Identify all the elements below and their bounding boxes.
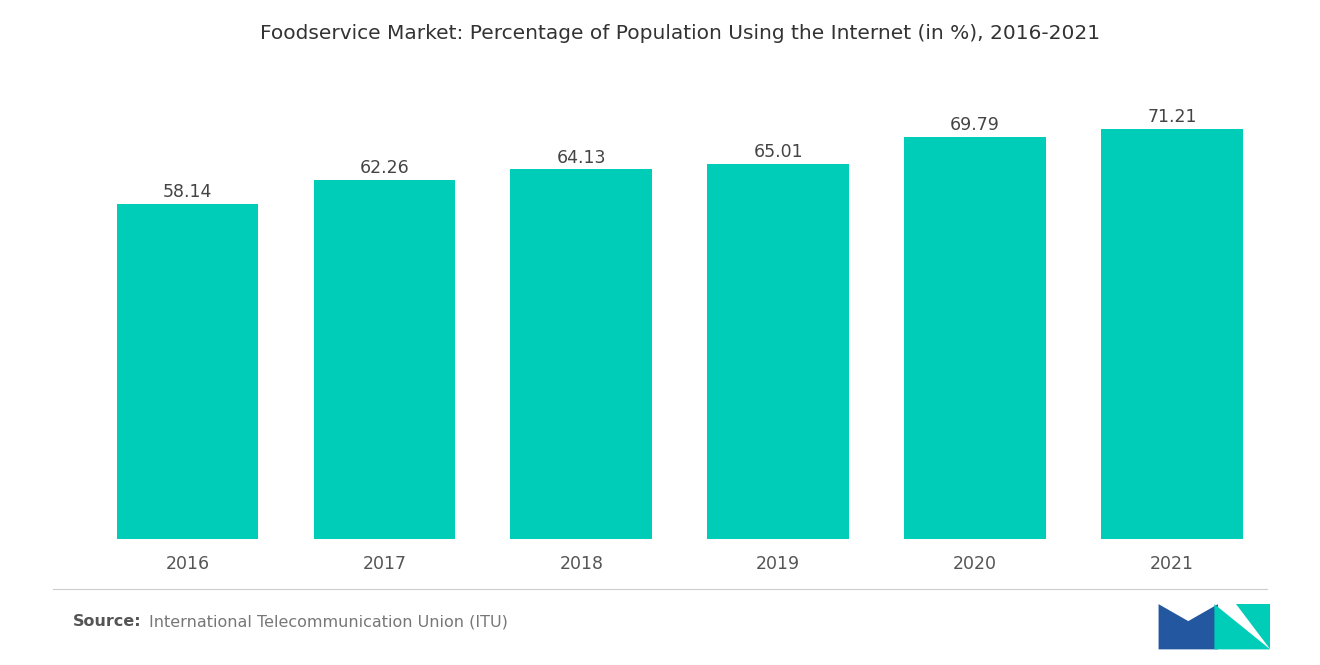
Text: 58.14: 58.14 xyxy=(162,183,213,201)
Text: 65.01: 65.01 xyxy=(754,144,803,162)
Title: Foodservice Market: Percentage of Population Using the Internet (in %), 2016-202: Foodservice Market: Percentage of Popula… xyxy=(260,24,1100,43)
Text: 71.21: 71.21 xyxy=(1147,108,1197,126)
Bar xyxy=(904,137,1045,539)
Text: 69.79: 69.79 xyxy=(950,116,1001,134)
Bar xyxy=(511,170,652,539)
Text: 62.26: 62.26 xyxy=(359,160,409,178)
Bar xyxy=(314,180,455,539)
Text: Source:: Source: xyxy=(73,614,141,629)
Text: 64.13: 64.13 xyxy=(557,148,606,166)
Bar xyxy=(1101,128,1243,539)
Bar xyxy=(116,204,259,539)
Bar xyxy=(708,164,849,539)
Text: International Telecommunication Union (ITU): International Telecommunication Union (I… xyxy=(149,614,508,629)
